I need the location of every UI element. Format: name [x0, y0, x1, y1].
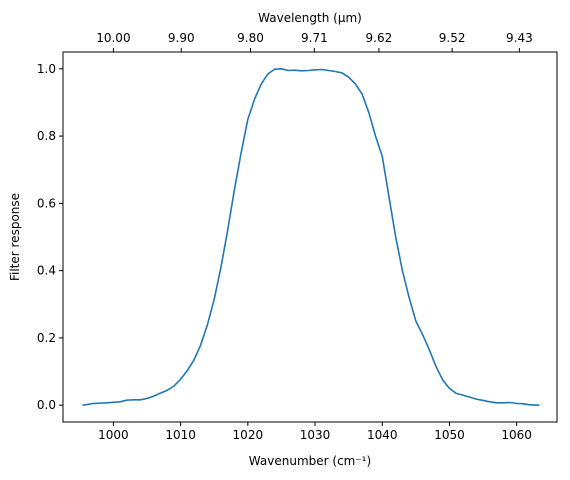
y-tick-label: 0.4 — [37, 264, 56, 278]
y-tick-label: 0.0 — [37, 398, 56, 412]
top-axis-title: Wavelength (μm) — [258, 11, 362, 25]
y-tick-label: 0.2 — [37, 331, 56, 345]
x-tick-label: 1060 — [501, 428, 532, 442]
x-tick-label: 1030 — [300, 428, 331, 442]
y-tick-label: 0.8 — [37, 129, 56, 143]
x-tick-label: 1010 — [165, 428, 196, 442]
top-tick-label: 9.90 — [168, 31, 195, 45]
y-axis-ticks: 0.0 0.2 0.4 0.6 0.8 1.0 — [37, 62, 63, 412]
top-x-axis-ticks: 10.00 9.90 9.80 9.71 9.62 9.52 9.43 — [96, 31, 533, 52]
x-tick-label: 1050 — [434, 428, 465, 442]
bottom-x-axis-ticks: 1000 1010 1020 1030 1040 1050 1060 — [98, 422, 532, 442]
x-tick-label: 1020 — [233, 428, 264, 442]
x-tick-label: 1000 — [98, 428, 129, 442]
top-tick-label: 10.00 — [96, 31, 130, 45]
x-tick-label: 1040 — [367, 428, 398, 442]
y-tick-label: 1.0 — [37, 62, 56, 76]
top-tick-label: 9.71 — [301, 31, 328, 45]
plot-frame — [62, 51, 558, 423]
y-tick-label: 0.6 — [37, 196, 56, 210]
series-line-filter-response — [82, 68, 540, 406]
series-layer — [82, 68, 540, 406]
top-tick-label: 9.43 — [506, 31, 533, 45]
top-tick-label: 9.80 — [237, 31, 264, 45]
y-axis-title: Filter response — [8, 193, 22, 281]
top-tick-label: 9.52 — [439, 31, 466, 45]
top-tick-label: 9.62 — [366, 31, 393, 45]
x-axis-title: Wavenumber (cm⁻¹) — [249, 454, 371, 468]
